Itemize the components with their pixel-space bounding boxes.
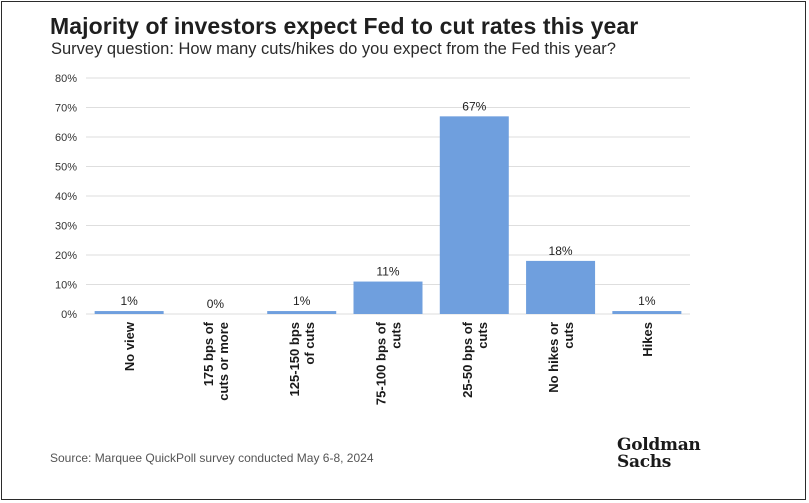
data-label: 67% xyxy=(462,99,486,113)
data-label: 11% xyxy=(376,265,399,279)
y-tick-label: 80% xyxy=(55,73,77,85)
y-tick-label: 20% xyxy=(55,250,77,262)
x-tick-label: 175 bps ofcuts or more xyxy=(201,321,231,400)
bar xyxy=(267,311,337,314)
bar xyxy=(612,311,682,314)
data-label: 0% xyxy=(207,297,225,311)
bar xyxy=(439,116,509,314)
data-label: 1% xyxy=(120,294,138,308)
y-tick-label: 10% xyxy=(55,280,77,292)
x-tick-label: 75-100 bps ofcuts xyxy=(374,321,404,405)
y-tick-label: 70% xyxy=(55,103,77,115)
bar xyxy=(353,281,423,314)
y-tick-label: 40% xyxy=(55,191,77,203)
y-tick-label: 0% xyxy=(61,309,77,321)
x-tick-label: No view xyxy=(122,321,137,371)
data-label: 18% xyxy=(549,244,573,258)
x-tick-label: Hikes xyxy=(640,322,655,357)
bar xyxy=(94,311,164,314)
source-note: Source: Marquee QuickPoll survey conduct… xyxy=(50,451,374,465)
data-label: 1% xyxy=(638,294,656,308)
logo-line-1: Goldman xyxy=(617,435,701,455)
y-tick-label: 60% xyxy=(55,132,77,144)
x-tick-label: 25-50 bps ofcuts xyxy=(460,321,490,398)
bar xyxy=(526,260,596,314)
goldman-sachs-logo: Goldman Sachs xyxy=(617,435,701,472)
x-tick-label: No hikes orcuts xyxy=(546,322,576,393)
y-tick-label: 50% xyxy=(55,162,77,174)
logo-line-2: Sachs xyxy=(617,452,672,472)
chart-subtitle: Survey question: How many cuts/hikes do … xyxy=(51,40,616,58)
y-tick-label: 30% xyxy=(55,221,77,233)
chart-title: Majority of investors expect Fed to cut … xyxy=(50,13,639,39)
x-tick-label: 125-150 bpsof cuts xyxy=(287,322,317,396)
data-label: 1% xyxy=(293,294,311,308)
